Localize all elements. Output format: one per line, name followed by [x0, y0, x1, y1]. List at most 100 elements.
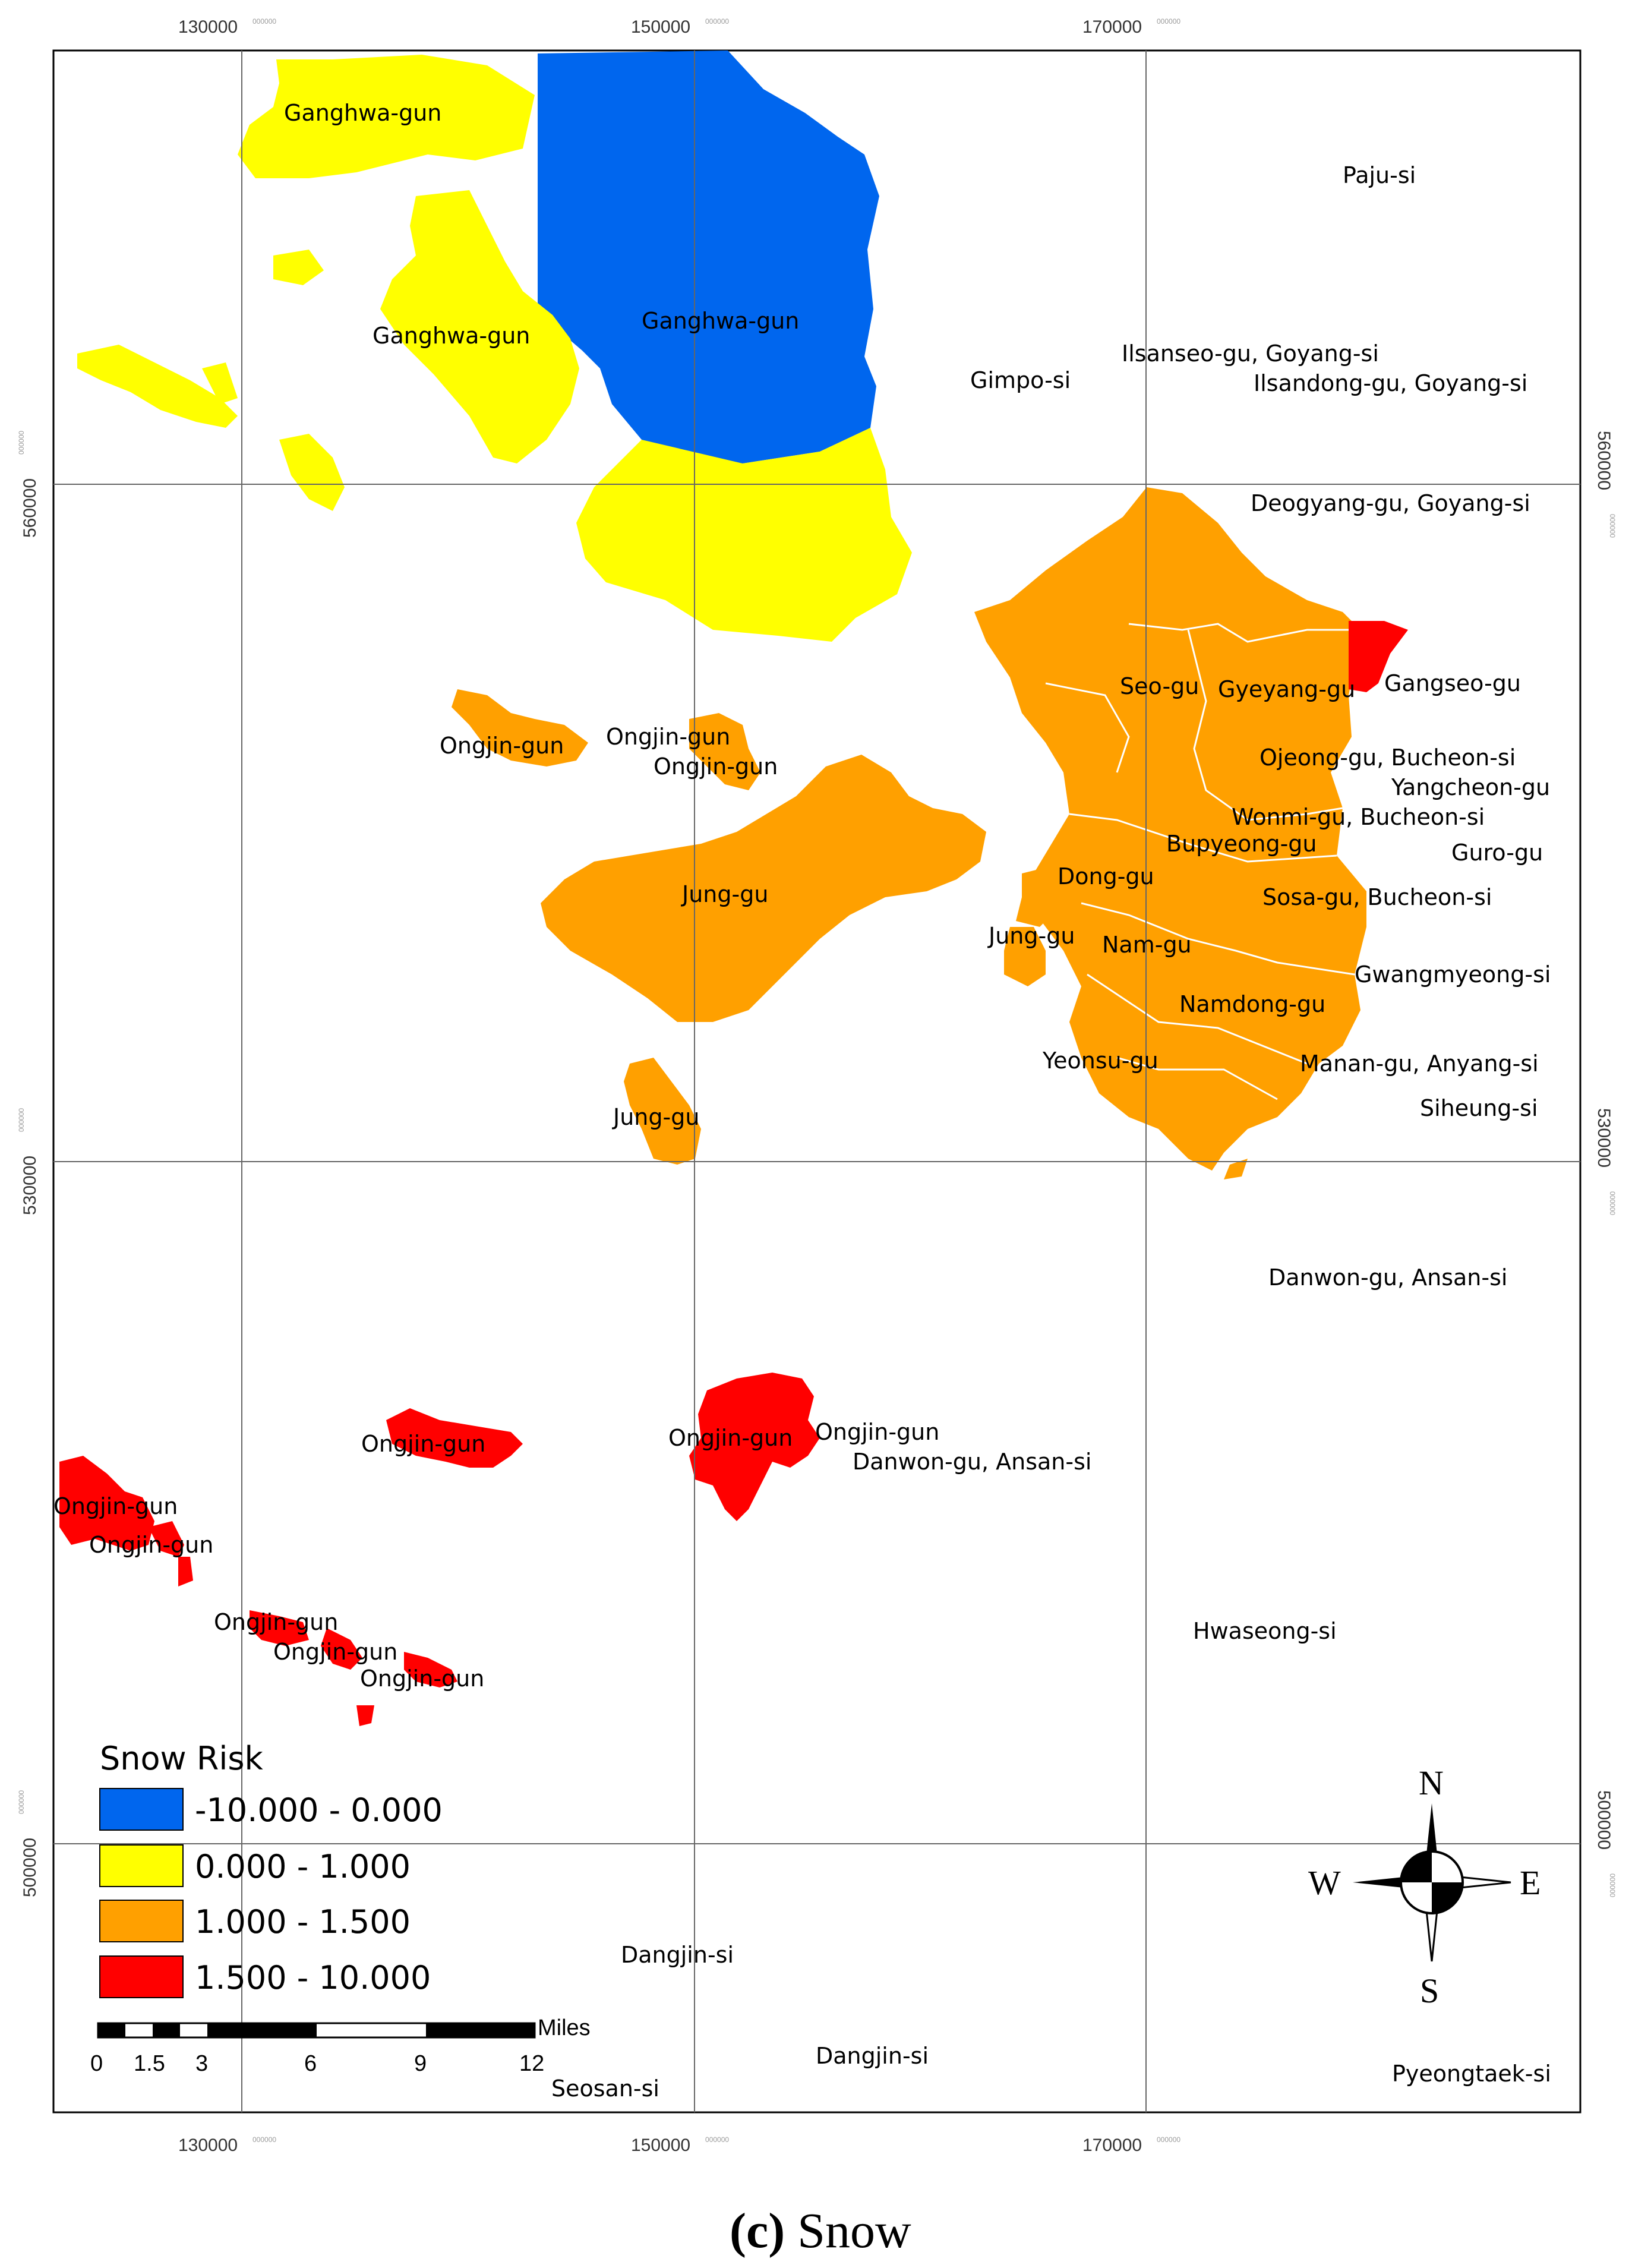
region-orange-islet-south — [1224, 1159, 1248, 1179]
caption-letter: (c) — [730, 2203, 785, 2258]
scale-bar: Miles 0 1.5 3 6 9 12 — [90, 2015, 591, 2076]
place-label: Jung-gu — [681, 881, 768, 907]
axis-left-suffix: 000000 — [17, 431, 26, 455]
axis-right-suffix: 000000 — [1608, 514, 1617, 538]
axis-bottom-suffix: 000000 — [705, 2135, 729, 2144]
place-label: Paju-si — [1343, 162, 1416, 188]
axis-bottom-label: 130000 — [178, 2135, 238, 2155]
place-label: Bupyeong-gu — [1166, 831, 1317, 857]
place-label: Ongjin-gun — [606, 724, 730, 750]
axis-top: 130000 000000 150000 000000 170000 00000… — [178, 17, 1180, 37]
place-label: Ganghwa-gun — [373, 323, 530, 349]
region-red-gangseo — [1349, 621, 1408, 692]
legend-title: Snow Risk — [100, 1740, 264, 1777]
region-red-ongjin-3 — [149, 1521, 184, 1557]
legend-swatch-red — [99, 1955, 184, 1998]
place-label: Ongjin-gun — [360, 1665, 484, 1692]
place-label: Seo-gu — [1120, 673, 1199, 699]
district-boundaries — [1045, 623, 1355, 1100]
region-red-ongjin-center — [689, 1373, 820, 1521]
scale-tick: 12 — [519, 2051, 544, 2076]
region-orange-peninsula-1 — [1016, 868, 1063, 927]
axis-right-label: 560000 — [1594, 431, 1614, 490]
region-orange-mainland — [974, 487, 1366, 1171]
place-label: Gyeyang-gu — [1218, 676, 1355, 702]
axis-top-label: 170000 — [1082, 17, 1142, 37]
axis-right-suffix: 000000 — [1608, 1191, 1617, 1215]
place-label: Sosa-gu, Bucheon-si — [1262, 884, 1492, 910]
place-label: Ongjin-gun — [654, 753, 778, 780]
place-label: Pyeongtaek-si — [1392, 2061, 1551, 2087]
legend-swatch-yellow — [99, 1844, 184, 1887]
scale-tick: 6 — [304, 2051, 317, 2076]
axis-top-label: 150000 — [631, 17, 690, 37]
axis-bottom: 130000 000000 150000 000000 170000 00000… — [178, 2135, 1180, 2155]
legend-label: 0.000 - 1.000 — [195, 1848, 411, 1885]
place-label: Wonmi-gu, Bucheon-si — [1232, 804, 1485, 830]
axis-top-suffix: 000000 — [252, 17, 276, 26]
legend: Snow Risk -10.000 - 0.000 0.000 - 1.000 … — [99, 1740, 443, 1998]
place-label: Ongjin-gun — [668, 1425, 793, 1451]
place-label: Gangseo-gu — [1384, 670, 1521, 696]
place-label: Namdong-gu — [1179, 991, 1325, 1017]
scale-tick: 0 — [90, 2051, 103, 2076]
place-label: Gwangmyeong-si — [1355, 961, 1551, 988]
place-label: Ongjin-gun — [214, 1609, 338, 1635]
axis-right: 560000 000000 530000 000000 500000 00000… — [1594, 431, 1617, 1897]
place-label: Ilsanseo-gu, Goyang-si — [1122, 340, 1379, 367]
axis-right-label: 500000 — [1594, 1790, 1614, 1850]
place-label: Siheung-si — [1420, 1095, 1538, 1121]
legend-swatch-blue — [99, 1788, 184, 1831]
place-label: Ongjin-gun — [89, 1532, 213, 1558]
compass-e: E — [1520, 1863, 1541, 1902]
place-label: Ongjin-gun — [53, 1493, 178, 1519]
region-orange-peninsula-2 — [1004, 927, 1046, 986]
region-orange-jung-gu-2 — [624, 1058, 701, 1165]
region-layer — [59, 51, 1408, 1726]
caption-text: Snow — [785, 2203, 911, 2258]
compass-s: S — [1420, 1972, 1439, 2010]
place-labels: Ganghwa-gun Ganghwa-gun Ganghwa-gun Paju… — [53, 100, 1551, 2102]
place-label: Yangcheon-gu — [1391, 774, 1550, 800]
region-yellow-islet-1 — [273, 250, 324, 285]
region-red-ongjin-8 — [356, 1705, 374, 1726]
region-ganghwa-blue — [538, 51, 879, 463]
place-label: Seosan-si — [551, 2075, 659, 2102]
place-label: Hwaseong-si — [1193, 1618, 1337, 1644]
region-yellow-south — [576, 428, 912, 642]
scale-unit: Miles — [538, 2015, 591, 2040]
place-label: Ilsandong-gu, Goyang-si — [1254, 370, 1527, 396]
place-label: Nam-gu — [1102, 932, 1192, 958]
axis-left-suffix: 000000 — [17, 1790, 26, 1814]
region-red-ongjin-4 — [178, 1557, 193, 1586]
legend-swatch-orange — [99, 1900, 184, 1942]
place-label: Ganghwa-gun — [642, 308, 799, 334]
region-red-ongjin-5 — [250, 1610, 309, 1646]
axis-left-suffix: 000000 — [17, 1108, 26, 1132]
place-label: Jung-gu — [612, 1104, 699, 1130]
compass-rose-icon: N S W E — [1308, 1764, 1541, 2010]
place-label: Manan-gu, Anyang-si — [1300, 1051, 1539, 1077]
region-yellow-islet-2 — [77, 345, 238, 428]
place-label: Ganghwa-gun — [284, 100, 441, 126]
region-red-ongjin-7 — [404, 1652, 457, 1687]
place-label: Ongjin-gun — [815, 1419, 939, 1445]
scale-tick: 3 — [195, 2051, 208, 2076]
axis-top-label: 130000 — [178, 17, 238, 37]
region-yellow-ganghwa-1 — [238, 55, 535, 178]
place-label: Ojeong-gu, Bucheon-si — [1259, 745, 1516, 771]
place-label: Ongjin-gun — [273, 1639, 397, 1665]
place-label: Yeonsu-gu — [1042, 1048, 1159, 1074]
region-yellow-islet-3 — [279, 434, 345, 511]
axis-top-suffix: 000000 — [1157, 17, 1180, 26]
axis-left: 560000 000000 530000 000000 500000 00000… — [17, 431, 40, 1897]
scale-tick: 9 — [414, 2051, 427, 2076]
axis-bottom-label: 170000 — [1082, 2135, 1142, 2155]
place-label: Jung-gu — [987, 923, 1075, 949]
axis-right-label: 530000 — [1594, 1108, 1614, 1168]
legend-label: -10.000 - 0.000 — [195, 1791, 443, 1829]
place-label: Danwon-gu, Ansan-si — [1268, 1264, 1507, 1291]
region-red-ongjin-2 — [59, 1456, 154, 1551]
place-label: Deogyang-gu, Goyang-si — [1251, 490, 1530, 516]
